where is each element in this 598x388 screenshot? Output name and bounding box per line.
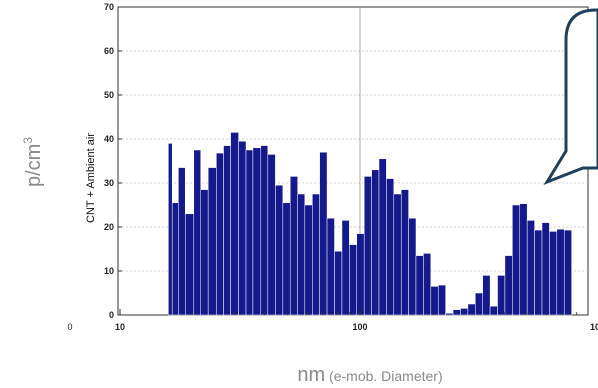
y-tick-label: 60 xyxy=(104,46,114,56)
histogram-bar xyxy=(223,145,231,316)
histogram-bar xyxy=(252,147,262,316)
histogram-bar xyxy=(423,253,432,316)
histogram-bar xyxy=(512,204,521,316)
histogram-bar xyxy=(437,284,446,316)
x-tick-label: 100 xyxy=(352,322,367,332)
histogram-bar xyxy=(519,203,528,316)
histogram-bar xyxy=(207,167,217,316)
y-tick-label: 10 xyxy=(104,266,114,276)
histogram-bar xyxy=(297,193,306,316)
outer-x-label-sub: (e-mob. Diameter) xyxy=(325,368,442,384)
histogram-bar xyxy=(356,233,365,316)
x-axis-ticks: 10 100 1000 xyxy=(115,309,598,332)
histogram-bar xyxy=(534,229,543,316)
histogram-bar xyxy=(289,176,298,316)
histogram-bar xyxy=(430,286,439,316)
histogram-bar xyxy=(549,231,558,316)
histogram-bar xyxy=(400,189,409,316)
histogram-bar xyxy=(452,309,461,316)
y-tick-label: 0 xyxy=(109,310,114,320)
histogram-bar xyxy=(556,228,565,316)
histogram-bar xyxy=(504,255,513,316)
histogram-bar xyxy=(304,204,313,316)
y-axis-label: CNT + Ambient air xyxy=(85,133,97,223)
y-tick-label: 30 xyxy=(104,178,114,188)
bar-series xyxy=(168,132,572,316)
histogram-bar xyxy=(319,151,328,316)
histogram-bar xyxy=(541,222,550,316)
histogram-bar xyxy=(200,189,209,316)
histogram-bar xyxy=(489,305,498,316)
histogram-bar xyxy=(326,217,335,316)
histogram-bar xyxy=(216,152,224,316)
y-axis-ticks: 0 10 20 30 40 50 60 70 xyxy=(104,2,122,320)
histogram-bar xyxy=(349,244,357,316)
histogram-bar xyxy=(171,202,179,316)
histogram-bar xyxy=(393,193,402,316)
x-tick-label: 1000 xyxy=(590,322,598,332)
histogram-bar xyxy=(415,255,424,316)
histogram-bar xyxy=(563,229,572,316)
histogram-bar xyxy=(378,158,387,316)
histogram-bar xyxy=(334,250,343,316)
histogram-bar xyxy=(282,202,291,316)
histogram-bar xyxy=(460,308,469,316)
histogram-bar xyxy=(275,184,284,316)
speech-bubble-callout xyxy=(543,8,598,186)
histogram-bar xyxy=(526,220,535,316)
y-tick-label: 20 xyxy=(104,222,114,232)
outer-y-label-base: p/cm xyxy=(23,144,45,187)
histogram-bar xyxy=(184,213,195,316)
histogram-bar xyxy=(482,275,491,316)
histogram-bar xyxy=(312,193,320,316)
y-tick-label: 50 xyxy=(104,90,114,100)
histogram-bar xyxy=(168,143,173,316)
histogram-bar xyxy=(363,176,372,316)
histogram-bar xyxy=(497,275,506,316)
histogram-bar xyxy=(193,149,202,316)
histogram-bar xyxy=(371,169,380,316)
y-tick-label: 40 xyxy=(104,134,114,144)
outer-y-label-sup: 3 xyxy=(21,137,35,144)
outer-y-label: p/cm3 xyxy=(21,137,45,187)
histogram-bar xyxy=(267,154,276,316)
histogram-bar xyxy=(341,220,350,316)
histogram-bar xyxy=(245,149,254,316)
histogram-bar xyxy=(230,132,239,316)
histogram-bar xyxy=(386,178,395,316)
outer-x-zero-label: 0 xyxy=(67,322,72,332)
histogram-bar xyxy=(178,167,186,316)
outer-x-label-main: nm xyxy=(297,364,325,386)
histogram-bar xyxy=(260,145,269,316)
histogram-bar xyxy=(475,292,483,316)
y-tick-label: 70 xyxy=(104,2,114,12)
histogram-bar xyxy=(408,217,417,316)
outer-x-label: nm (e-mob. Diameter) xyxy=(297,364,442,386)
histogram-bar xyxy=(445,312,454,316)
histogram-bar xyxy=(238,140,247,316)
x-tick-label: 10 xyxy=(115,322,125,332)
